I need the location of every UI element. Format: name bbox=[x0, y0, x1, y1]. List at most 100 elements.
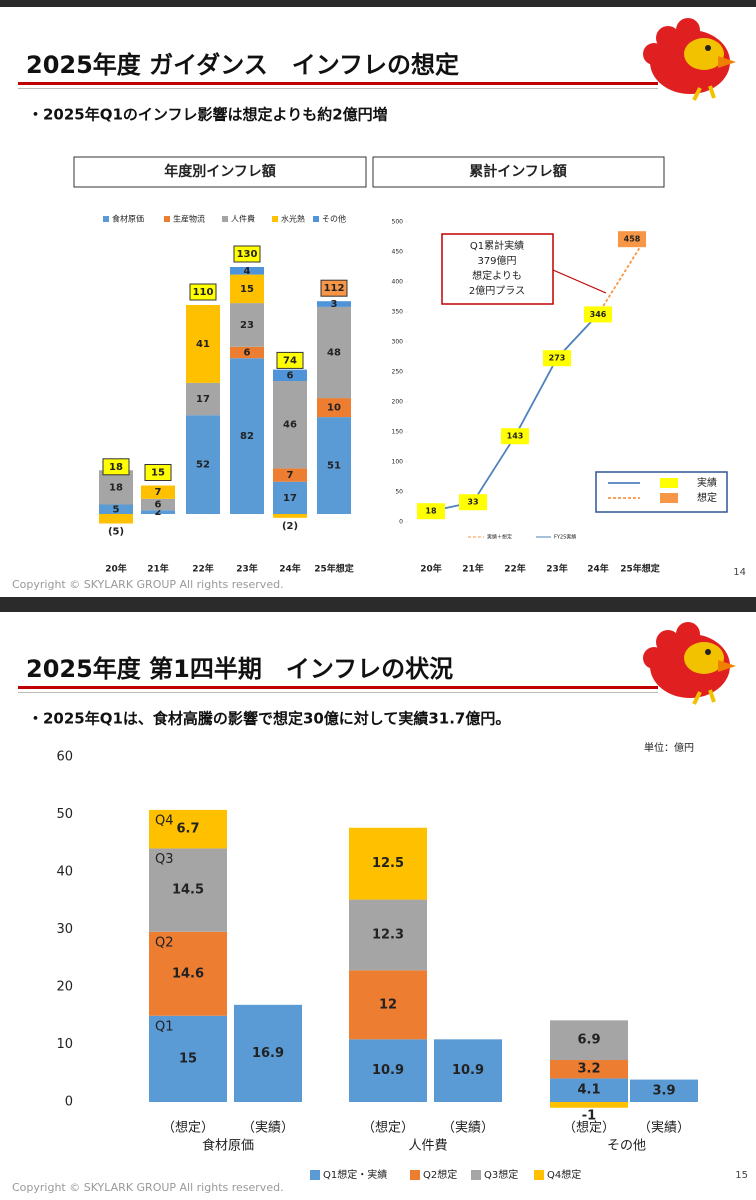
data-label: 12 bbox=[379, 997, 397, 1012]
x-tick-label: （実績） bbox=[242, 1120, 294, 1136]
legend-swatch bbox=[103, 216, 109, 222]
total-box bbox=[320, 279, 348, 297]
data-label: 6.7 bbox=[176, 822, 199, 837]
mascot bbox=[643, 18, 736, 101]
y-tick-label: 50 bbox=[395, 489, 403, 496]
bar-segment bbox=[230, 358, 264, 514]
y-tick-label: 50 bbox=[56, 807, 73, 822]
title-rule bbox=[18, 82, 658, 85]
legend-label: 人件費 bbox=[231, 214, 255, 224]
slide-title: 2025年度 第1四半期 インフレの状況 bbox=[26, 655, 453, 683]
x-tick-label: （想定） bbox=[563, 1120, 615, 1136]
x-tick-label: 20年 bbox=[105, 563, 127, 575]
x-tick-label: （実績） bbox=[638, 1120, 690, 1136]
x-tick-label: （想定） bbox=[362, 1120, 414, 1136]
data-label: 3 bbox=[331, 299, 338, 310]
page-number: 14 bbox=[733, 567, 746, 578]
x-tick-label: 25年想定 bbox=[314, 563, 355, 575]
data-label: 5 bbox=[113, 504, 120, 515]
data-label: 10 bbox=[327, 403, 341, 414]
bar-segment bbox=[99, 514, 133, 524]
total-box bbox=[189, 283, 217, 301]
slide-separator bbox=[0, 597, 756, 612]
bar-segment bbox=[317, 301, 351, 307]
y-tick-label: 300 bbox=[392, 339, 404, 346]
legend-swatch bbox=[222, 216, 228, 222]
bar-segment bbox=[230, 267, 264, 275]
data-label: 2 bbox=[155, 507, 162, 518]
legend-swatch bbox=[164, 216, 170, 222]
bar-segment bbox=[349, 827, 427, 900]
bar-segment bbox=[234, 1004, 302, 1102]
y-tick-label: 40 bbox=[56, 865, 73, 880]
data-label: (5) bbox=[108, 527, 124, 538]
data-label-box bbox=[501, 428, 529, 445]
bar-segment bbox=[273, 468, 307, 482]
bar-segment bbox=[230, 303, 264, 347]
slide-title: 2025年度 ガイダンス インフレの想定 bbox=[26, 51, 459, 79]
bar-segment bbox=[141, 510, 175, 514]
x-tick-label: 24年 bbox=[279, 563, 301, 575]
data-label: 18 bbox=[425, 507, 437, 516]
stack-label: Q4 bbox=[155, 813, 174, 828]
legend-label: Q4想定 bbox=[547, 1168, 581, 1181]
copyright: Copyright © SKYLARK GROUP All rights res… bbox=[12, 578, 284, 591]
data-label: 16.9 bbox=[252, 1046, 284, 1061]
x-tick-label: 22年 bbox=[504, 563, 526, 575]
line-series bbox=[597, 246, 641, 315]
y-tick-label: 500 bbox=[392, 219, 404, 226]
annotation-box bbox=[441, 233, 554, 305]
x-tick-label: 21年 bbox=[462, 563, 484, 575]
data-label: 143 bbox=[507, 432, 524, 441]
bar-segment bbox=[149, 931, 227, 1016]
data-label: -1 bbox=[582, 1108, 596, 1123]
y-tick-label: 0 bbox=[399, 519, 403, 526]
bar-segment bbox=[550, 1020, 628, 1061]
data-label: 41 bbox=[196, 339, 210, 350]
data-label: 4.1 bbox=[577, 1083, 600, 1098]
legend-swatch bbox=[313, 216, 319, 222]
chart-header-box bbox=[372, 156, 665, 188]
data-label: 17 bbox=[196, 394, 210, 405]
bar-segment bbox=[273, 514, 307, 518]
total-label: 74 bbox=[283, 355, 297, 366]
data-label: 51 bbox=[327, 461, 341, 472]
bar-segment bbox=[550, 1078, 628, 1102]
bar-segment bbox=[550, 1102, 628, 1108]
data-label: 12.5 bbox=[372, 856, 404, 871]
title-rule bbox=[18, 686, 658, 689]
bar-segment bbox=[186, 415, 220, 514]
legend-swatch bbox=[310, 1170, 320, 1180]
y-tick-label: 10 bbox=[56, 1037, 73, 1052]
total-box bbox=[276, 351, 304, 369]
bar-segment bbox=[186, 382, 220, 416]
chart-title: 累計インフレ額 bbox=[469, 163, 567, 180]
data-label: 46 bbox=[283, 420, 297, 431]
data-label: 6 bbox=[244, 348, 251, 359]
data-label: (2) bbox=[282, 521, 298, 532]
total-box bbox=[102, 458, 130, 476]
data-label: 6 bbox=[155, 500, 162, 511]
bar-segment bbox=[186, 305, 220, 383]
data-label: 7 bbox=[155, 487, 162, 498]
bar-segment bbox=[349, 899, 427, 971]
y-tick-label: 20 bbox=[56, 980, 73, 995]
data-label: 52 bbox=[196, 460, 210, 471]
bullet: ・2025年Q1のインフレ影響は想定よりも約2億円増 bbox=[28, 106, 388, 124]
legend-label: 生産物流 bbox=[173, 214, 205, 224]
data-label: 10.9 bbox=[452, 1063, 484, 1078]
bar-segment bbox=[230, 346, 264, 359]
data-label: 273 bbox=[549, 354, 566, 363]
bar-segment bbox=[273, 481, 307, 514]
data-label: 3.9 bbox=[652, 1083, 675, 1098]
annotation-line: 2億円プラス bbox=[469, 284, 525, 297]
chart-title: 年度別インフレ額 bbox=[164, 163, 276, 180]
bar-segment bbox=[273, 369, 307, 381]
data-label: 23 bbox=[240, 320, 254, 331]
data-label: 6.9 bbox=[577, 1033, 600, 1048]
top-strip bbox=[0, 0, 756, 7]
legend-label: その他 bbox=[322, 214, 346, 224]
legend-swatch bbox=[660, 493, 678, 503]
x-tick-label: 22年 bbox=[192, 563, 214, 575]
y-tick-label: 60 bbox=[56, 750, 73, 765]
